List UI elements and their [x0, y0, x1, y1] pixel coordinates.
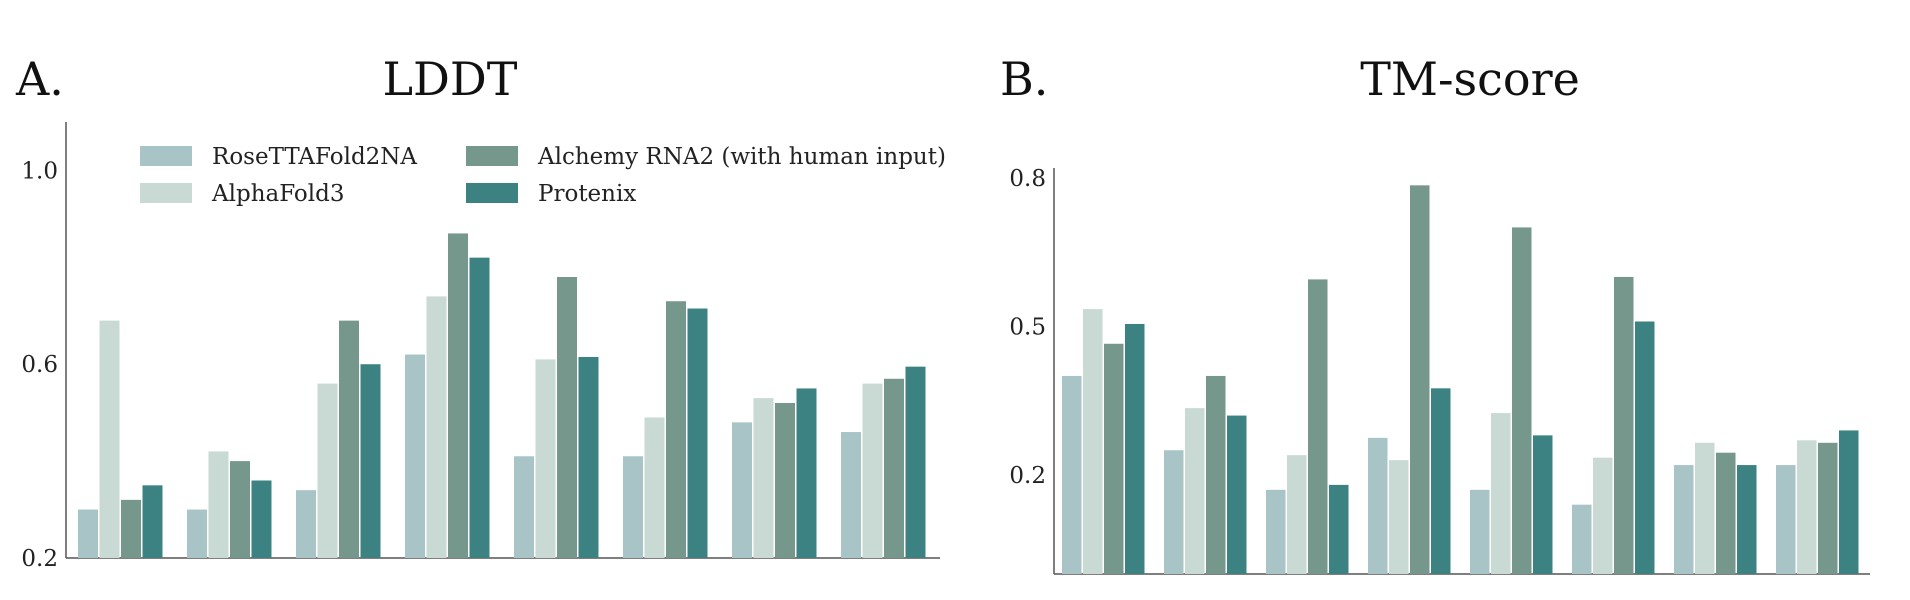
lddt-bar	[775, 402, 795, 558]
lddt-bar	[557, 277, 577, 558]
legend-swatch	[140, 146, 192, 166]
tm-bar	[1287, 455, 1307, 574]
legend-swatch	[466, 183, 518, 203]
tm-ytick-label: 0.8	[1009, 166, 1046, 192]
lddt-bar	[317, 383, 338, 558]
tm-ytick-label: 0.5	[1009, 314, 1046, 340]
panel-a-letter: A.	[16, 52, 64, 106]
lddt-bar	[514, 456, 534, 558]
lddt-bar	[360, 364, 381, 558]
tm-bar	[1125, 323, 1145, 574]
legend-label: RoseTTAFold2NA	[212, 144, 417, 170]
lddt-bar	[405, 354, 425, 558]
lddt-ytick-label: 0.2	[21, 546, 58, 572]
tm-bar	[1635, 321, 1655, 574]
legend-swatch	[466, 146, 518, 166]
lddt-bar	[121, 499, 141, 558]
tm-bar	[1839, 430, 1859, 574]
tm-bar	[1368, 437, 1388, 574]
tm-bar	[1614, 276, 1634, 574]
tm-bar	[1431, 388, 1451, 574]
lddt-bar	[142, 485, 163, 558]
tm-bar	[1185, 408, 1205, 574]
panel-b-title: TM-score	[1360, 52, 1580, 106]
lddt-bar	[78, 509, 98, 558]
tm-bar	[1206, 375, 1226, 574]
panel-a-title: LDDT	[382, 52, 518, 106]
lddt-bar	[296, 490, 316, 558]
tm-bar	[1533, 435, 1553, 574]
tm-bar	[1776, 465, 1796, 574]
legend-label: AlphaFold3	[211, 181, 344, 207]
tm-bar	[1674, 465, 1694, 574]
lddt-bar	[862, 383, 883, 558]
lddt-bar	[426, 296, 447, 558]
lddt-bar	[251, 480, 272, 558]
tm-bar	[1512, 227, 1532, 575]
lddt-bar	[230, 461, 250, 558]
tm-bar	[1266, 489, 1286, 574]
tm-ytick-label: 0.2	[1009, 463, 1046, 489]
lddt-bar	[187, 509, 207, 558]
lddt-bar	[687, 308, 708, 558]
tm-bar	[1737, 465, 1757, 574]
lddt-bar	[99, 320, 120, 558]
tm-bar	[1572, 504, 1592, 574]
lddt-bar	[623, 456, 643, 558]
lddt-ytick-label: 0.6	[21, 352, 58, 378]
tm-bar	[1083, 309, 1103, 574]
tm-bar	[1104, 343, 1124, 574]
lddt-bar	[796, 388, 817, 558]
tm-bar	[1164, 450, 1184, 574]
tm-bar	[1593, 457, 1613, 574]
tm-bar	[1470, 489, 1490, 574]
tm-bar	[1797, 440, 1817, 574]
tm-bar	[1227, 415, 1247, 574]
tm-bar	[1818, 442, 1838, 574]
tm-bar	[1308, 279, 1328, 574]
lddt-bar	[732, 422, 752, 558]
tm-bar	[1695, 442, 1715, 574]
tm-bar	[1716, 452, 1736, 574]
tm-bar	[1389, 460, 1409, 574]
tm-bar	[1491, 413, 1511, 574]
lddt-bar	[753, 398, 774, 558]
lddt-bar	[448, 233, 468, 558]
lddt-bar	[208, 451, 229, 558]
legend-label: Protenix	[538, 181, 636, 207]
lddt-bar	[644, 417, 665, 558]
lddt-bar	[535, 359, 556, 558]
lddt-ytick-label: 1.0	[21, 158, 58, 184]
lddt-bar	[469, 257, 490, 558]
tm-bar	[1062, 375, 1082, 574]
tm-bar	[1410, 185, 1430, 574]
lddt-bar	[578, 356, 599, 558]
lddt-bar	[841, 432, 861, 558]
tm-bar	[1329, 484, 1349, 574]
lddt-bar	[339, 320, 359, 558]
panel-b-letter: B.	[1000, 52, 1049, 106]
lddt-bar	[884, 378, 904, 558]
legend-swatch	[140, 183, 192, 203]
lddt-bar	[666, 301, 686, 558]
legend-label: Alchemy RNA2 (with human input)	[537, 144, 946, 170]
lddt-bar	[905, 366, 926, 558]
